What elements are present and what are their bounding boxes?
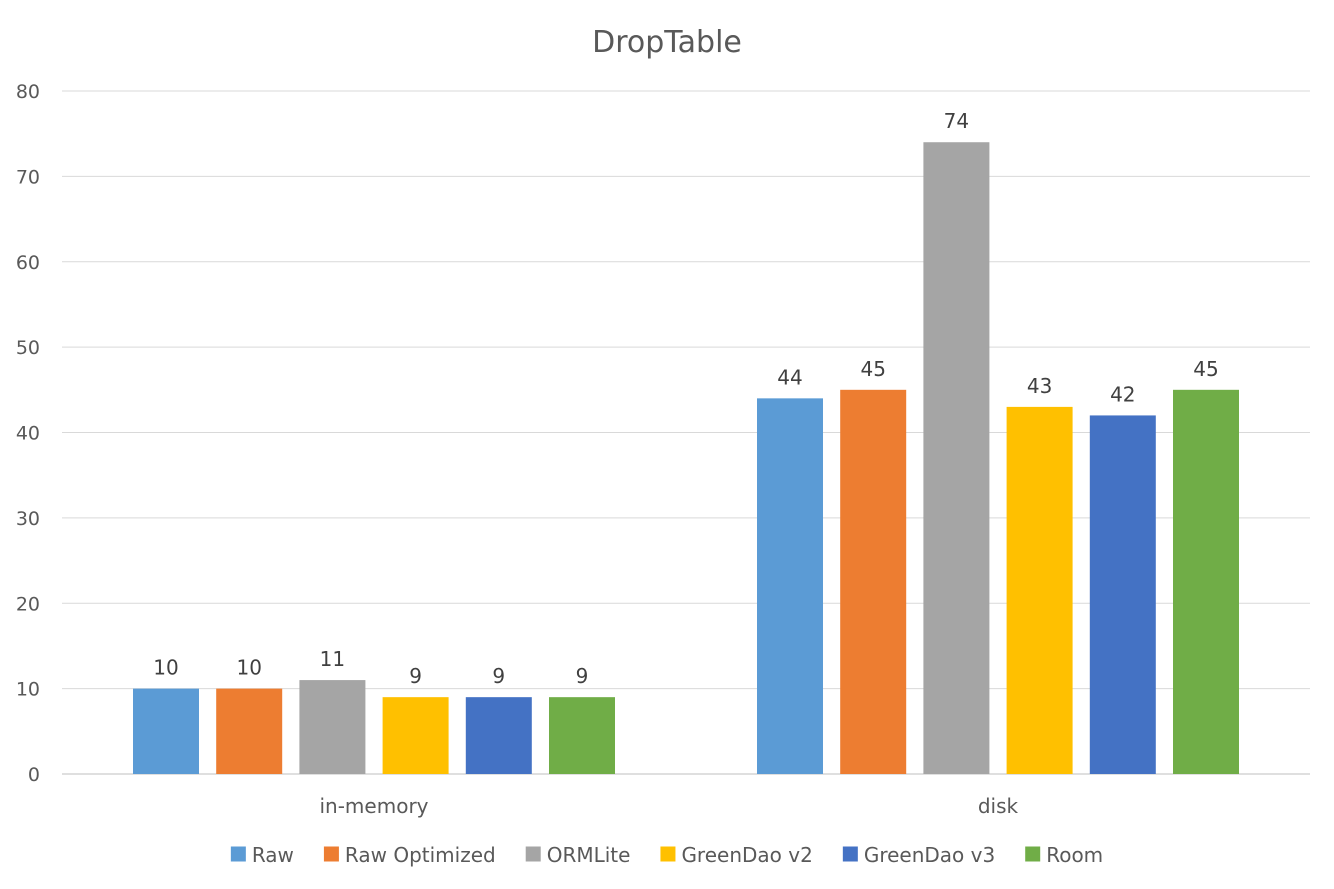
bar [1006,406,1073,774]
bar [465,697,532,774]
data-label: 9 [409,664,422,688]
legend-swatch [230,846,246,862]
legend-label: Room [1046,843,1103,867]
y-tick-label: 0 [28,764,40,786]
bar [299,680,366,774]
bar [133,688,199,774]
legend-swatch [525,846,541,862]
data-label: 9 [492,664,505,688]
bar [549,697,615,774]
legend-label: GreenDao v2 [681,843,812,867]
legend-swatch [660,846,676,862]
bars [133,142,1239,775]
y-tick-label: 40 [16,423,40,445]
y-tick-label: 20 [16,593,40,615]
bar [840,389,907,774]
legend-item: Raw Optimized [323,843,496,867]
x-axis-categories: in-memory disk [319,794,1018,818]
legend-label: Raw Optimized [345,843,496,867]
category-label: disk [978,794,1019,818]
bar [1173,389,1239,774]
y-axis-ticks: 0 10 20 30 40 50 60 70 80 [16,81,40,786]
bar [216,688,283,774]
legend-item: Raw [230,843,294,867]
data-label: 43 [1027,374,1052,398]
data-label: 9 [576,664,589,688]
category-label: in-memory [319,794,428,818]
legend-item: GreenDao v2 [660,843,813,867]
bar [923,142,990,775]
data-label: 44 [777,365,802,389]
legend-swatch [842,846,858,862]
data-labels: 10 10 11 9 9 9 44 45 74 43 42 45 [153,109,1218,688]
chart-title: DropTable [592,25,742,60]
legend-label: GreenDao v3 [864,843,995,867]
legend: Raw Raw Optimized ORMLite GreenDao v2 GreenD… [230,843,1103,867]
bar [757,398,823,774]
legend-swatch [323,846,339,862]
data-label: 74 [944,109,969,133]
bar [382,697,449,774]
y-tick-label: 10 [16,679,40,701]
data-label: 11 [320,647,345,671]
legend-item: ORMLite [525,843,631,867]
y-tick-label: 50 [16,337,40,359]
legend-label: ORMLite [547,843,631,867]
data-label: 45 [860,357,885,381]
y-tick-label: 60 [16,252,40,274]
y-tick-label: 80 [16,81,40,103]
y-tick-label: 30 [16,508,40,530]
legend-label: Raw [252,843,294,867]
legend-item: GreenDao v3 [842,843,995,867]
data-label: 10 [153,656,178,680]
bar [1089,415,1156,774]
data-label: 42 [1110,382,1135,406]
data-label: 10 [236,656,261,680]
legend-item: Room [1025,843,1103,867]
y-tick-label: 70 [16,166,40,188]
legend-swatch [1025,846,1041,862]
data-label: 45 [1193,357,1218,381]
